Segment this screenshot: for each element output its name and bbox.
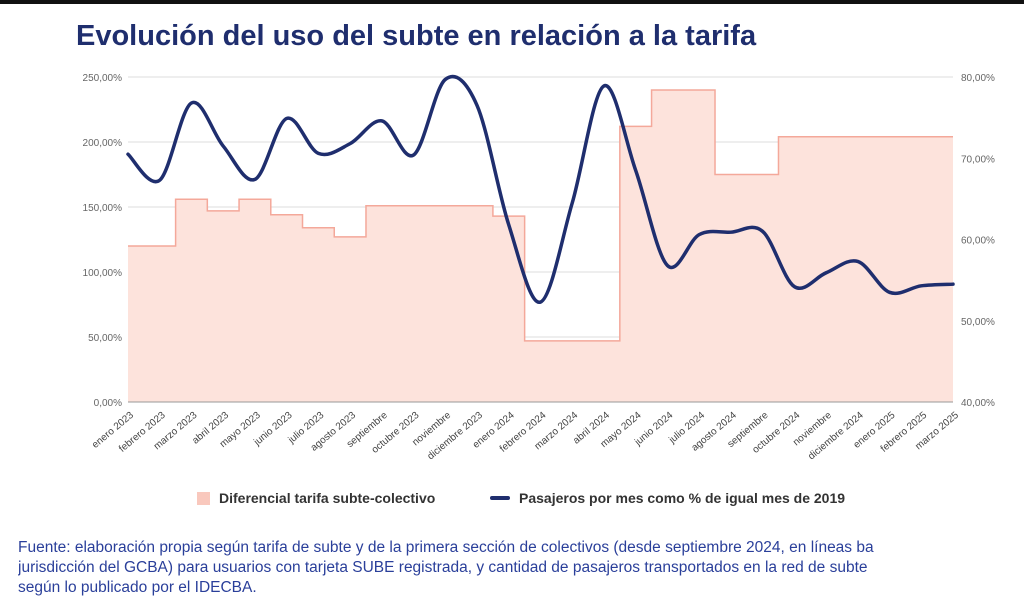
chart-title: Evolución del uso del subte en relación … (76, 20, 757, 52)
series-area-diferencial (128, 90, 953, 402)
legend-item-diferencial[interactable]: Diferencial tarifa subte-colectivo (197, 490, 435, 506)
series-line-pasajeros (126, 74, 955, 304)
series-area-outline (128, 89, 953, 342)
top-border (0, 0, 1024, 4)
y-left-tick-label: 50,00% (88, 333, 122, 344)
source-note: Fuente: elaboración propia según tarifa … (18, 538, 1024, 598)
y-left-tick-label: 150,00% (83, 203, 123, 214)
legend-label-diferencial: Diferencial tarifa subte-colectivo (219, 490, 436, 506)
y-right-tick-label: 70,00% (961, 154, 995, 165)
source-line-2: jurisdicción del GCBA) para usuarios con… (18, 559, 868, 576)
y-left-tick-label: 100,00% (83, 268, 123, 279)
legend-label-pasajeros: Pasajeros por mes como % de igual mes de… (519, 490, 846, 506)
y-right-tick-label: 50,00% (961, 317, 995, 328)
y-right-tick-label: 40,00% (961, 398, 995, 409)
legend-item-pasajeros[interactable]: Pasajeros por mes como % de igual mes de… (490, 490, 845, 506)
y-right-tick-label: 60,00% (961, 236, 995, 247)
source-line-1: Fuente: elaboración propia según tarifa … (18, 539, 874, 556)
source-line-3: según lo publicado por el IDECBA. (18, 579, 257, 596)
legend-swatch-area (197, 491, 210, 505)
legend: Diferencial tarifa subte-colectivo Pasaj… (0, 490, 1024, 512)
chart-svg: 0,00% 50,00% 100,00% 150,00% 200,00% 250,00% 4… (83, 73, 996, 463)
y-left-tick-label: 250,00% (83, 73, 123, 84)
legend-swatch-line (490, 496, 510, 500)
y-left-tick-label: 0,00% (94, 398, 122, 409)
x-tick-label: diciembre 2024 (806, 410, 866, 463)
y-right-tick-label: 80,00% (961, 73, 995, 84)
x-tick-label: diciembre 2023 (426, 410, 486, 463)
y-left-tick-label: 200,00% (83, 138, 123, 149)
